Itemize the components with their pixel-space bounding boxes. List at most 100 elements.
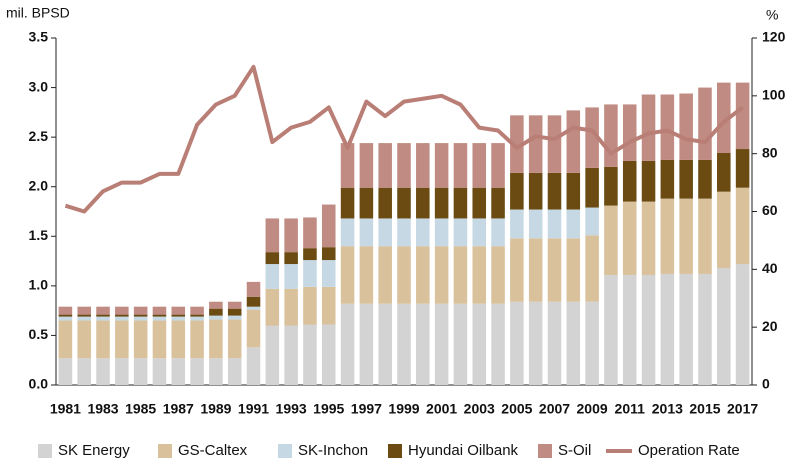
bar-segment: [359, 303, 374, 385]
bar-segment: [641, 274, 656, 385]
bar-segment: [115, 314, 129, 317]
y-tick-label: 0.5: [29, 326, 49, 342]
bar-segment: [547, 115, 562, 173]
bar-segment: [453, 218, 468, 247]
bar-segment: [566, 209, 581, 239]
bar-segment: [547, 172, 562, 210]
bar-segment: [284, 325, 298, 385]
bar-segment: [227, 301, 242, 309]
bar-segment: [321, 286, 336, 325]
bar-segment: [227, 319, 242, 359]
bar-segment: [340, 218, 355, 247]
bar-segment: [96, 320, 110, 359]
bar-segment: [679, 273, 693, 385]
bar-segment: [491, 303, 505, 385]
bar-segment: [77, 358, 91, 385]
bar-segment: [58, 320, 73, 359]
bar-segment: [152, 306, 167, 315]
x-tick-label: 1989: [200, 401, 231, 417]
bar-segment: [698, 87, 712, 160]
bar-segment: [77, 314, 91, 317]
legend-label: Hyundai Oilbank: [408, 442, 519, 459]
bar-segment: [209, 315, 223, 320]
bar-segment: [528, 238, 543, 302]
bar-segment: [152, 316, 167, 321]
bar-segment: [284, 252, 298, 265]
bar-segment: [622, 160, 637, 202]
bar-segment: [359, 218, 374, 247]
y2-tick-label: 80: [762, 144, 778, 160]
bar-segment: [622, 274, 637, 385]
bar-segment: [660, 198, 675, 274]
bar-segment: [566, 238, 581, 302]
bar-segment: [171, 320, 186, 359]
bar-segment: [510, 301, 524, 385]
bar-segment: [604, 205, 618, 275]
bar-segment: [491, 143, 505, 188]
bar-segment: [378, 143, 392, 188]
bar-segment: [284, 264, 298, 289]
bar-segment: [58, 306, 73, 315]
legend-swatch: [278, 444, 292, 458]
bar-segment: [209, 358, 223, 385]
x-tick-label: 1997: [351, 401, 382, 417]
y2-tick-label: 40: [762, 260, 778, 276]
bar-segment: [453, 187, 468, 219]
bar-segment: [171, 358, 186, 385]
x-tick-label: 2011: [615, 401, 646, 417]
bar-segment: [735, 264, 750, 385]
bar-segment: [77, 306, 91, 315]
bar-segment: [416, 187, 430, 219]
y2-tick-label: 60: [762, 202, 778, 218]
bar-segment: [510, 209, 524, 239]
bar-segment: [434, 143, 449, 188]
bar-segment: [585, 107, 599, 168]
x-tick-label: 2007: [539, 401, 570, 417]
bar-segment: [303, 248, 317, 261]
bar-segment: [115, 316, 129, 321]
bar-segment: [58, 316, 73, 321]
bar-segment: [133, 314, 148, 317]
x-tick-label: 1983: [87, 401, 118, 417]
bar-segment: [284, 288, 298, 326]
bar-segment: [115, 358, 129, 385]
bar-segment: [698, 159, 712, 199]
bar-segment: [416, 303, 430, 385]
bar-segment: [190, 320, 204, 359]
bar-segment: [152, 320, 167, 359]
bar-segment: [359, 143, 374, 188]
bar-segment: [209, 319, 223, 359]
bar-segment: [190, 306, 204, 315]
y-tick-label: 0.0: [29, 376, 49, 392]
bar-segment: [528, 172, 543, 210]
bar-segment: [321, 204, 336, 248]
bar-segment: [510, 172, 524, 210]
bar-segment: [547, 209, 562, 239]
bar-segment: [115, 320, 129, 359]
bar-segment: [152, 314, 167, 317]
bar-segment: [58, 314, 73, 317]
bar-segment: [641, 94, 656, 161]
legend-label: GS-Caltex: [178, 442, 248, 459]
bar-segment: [735, 82, 750, 150]
x-tick-label: 2003: [464, 401, 495, 417]
bar-segment: [227, 315, 242, 320]
legend-label: Operation Rate: [638, 442, 740, 459]
x-tick-label: 2001: [426, 401, 457, 417]
bar-segment: [96, 358, 110, 385]
bar-segment: [679, 159, 693, 199]
x-tick-label: 1987: [163, 401, 194, 417]
bar-segment: [340, 246, 355, 304]
y2-axis-label: %: [766, 7, 778, 23]
bar-segment: [171, 306, 186, 315]
bar-segment: [321, 324, 336, 385]
y-tick-label: 3.0: [29, 78, 49, 94]
bar-segment: [171, 316, 186, 321]
x-tick-label: 1995: [313, 401, 344, 417]
x-tick-label: 2017: [727, 401, 758, 417]
bar-segment: [96, 316, 110, 321]
bar-segment: [679, 93, 693, 160]
bar-segment: [321, 247, 336, 261]
bar-segment: [416, 143, 430, 188]
bar-segment: [133, 316, 148, 321]
